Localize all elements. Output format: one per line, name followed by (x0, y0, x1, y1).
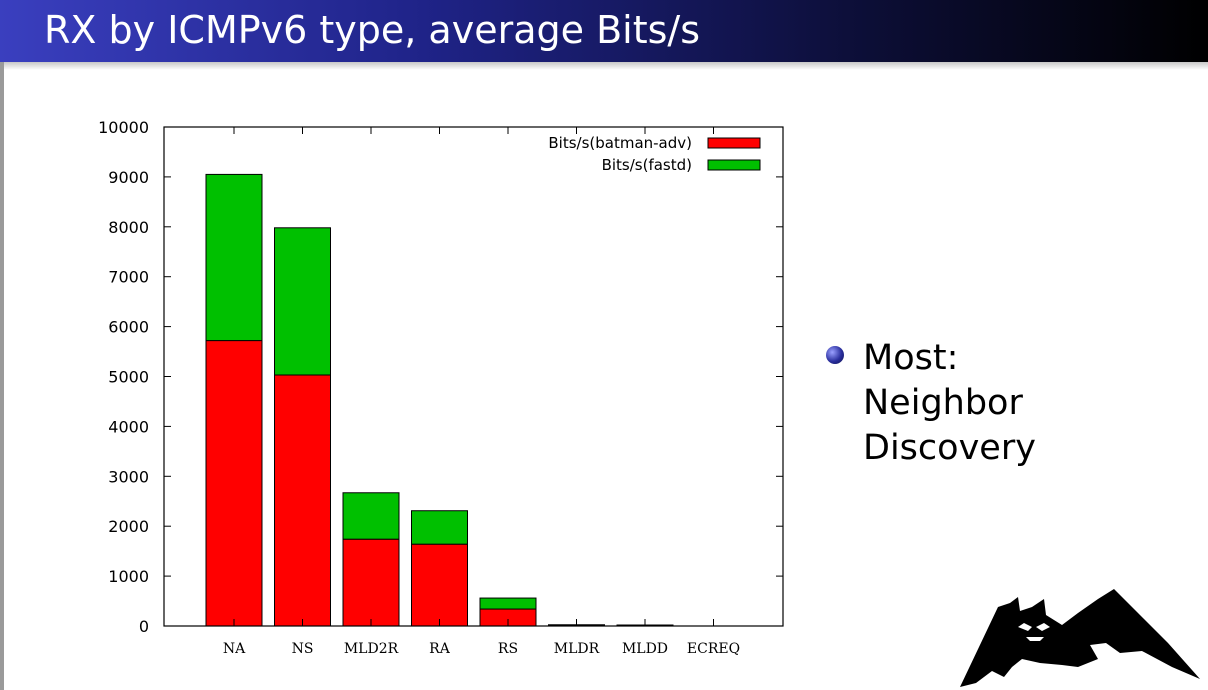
bar-segment (274, 227, 331, 376)
bar-segment (342, 538, 400, 627)
bar-segment (205, 173, 263, 342)
title-bar: RX by ICMPv6 type, average Bits/s (0, 0, 1208, 62)
x-tick-label: ECREQ (687, 641, 740, 657)
y-tick-label: 10000 (98, 118, 149, 137)
x-tick-label: RA (429, 641, 451, 657)
x-tick-label: RS (498, 641, 518, 657)
slide-left-border (0, 62, 4, 690)
slide-title: RX by ICMPv6 type, average Bits/s (44, 8, 701, 52)
bullet-line: Discovery (863, 428, 1036, 468)
bullet-text: Most: Neighbor Discovery (863, 336, 1036, 471)
x-tick-label: MLDR (554, 641, 600, 657)
bat-logo-icon (960, 589, 1200, 687)
title-bar-shadow (0, 62, 1208, 70)
x-tick-label: NA (223, 641, 246, 657)
y-tick-label: 9000 (108, 168, 149, 187)
bar-segment (411, 510, 468, 545)
legend-swatch (707, 159, 761, 171)
y-tick-label: 4000 (108, 417, 149, 436)
bar-segment (274, 374, 331, 627)
x-tick-label: NS (292, 641, 314, 657)
y-tick-label: 0 (139, 617, 149, 636)
y-tick-label: 6000 (108, 318, 149, 337)
legend-swatch (707, 137, 761, 149)
bar-segment (205, 340, 263, 627)
bar-segment (479, 597, 537, 610)
y-tick-label: 5000 (108, 368, 149, 387)
bar-segment (342, 492, 400, 540)
x-tick-label: MLDD (622, 641, 668, 657)
y-tick-label: 1000 (108, 567, 149, 586)
bullet-line: Most: (863, 338, 959, 378)
y-tick-label: 3000 (108, 467, 149, 486)
y-tick-label: 8000 (108, 218, 149, 237)
plot-frame (163, 126, 784, 627)
y-tick-label: 2000 (108, 517, 149, 536)
bullet-line: Neighbor (863, 383, 1023, 423)
bullet-point-icon (826, 346, 844, 364)
x-tick-label: MLD2R (344, 641, 399, 657)
legend-label: Bits/s(fastd) (602, 156, 692, 174)
bar-segment (411, 543, 468, 627)
y-tick-label: 7000 (108, 268, 149, 287)
legend-label: Bits/s(batman-adv) (548, 134, 692, 152)
